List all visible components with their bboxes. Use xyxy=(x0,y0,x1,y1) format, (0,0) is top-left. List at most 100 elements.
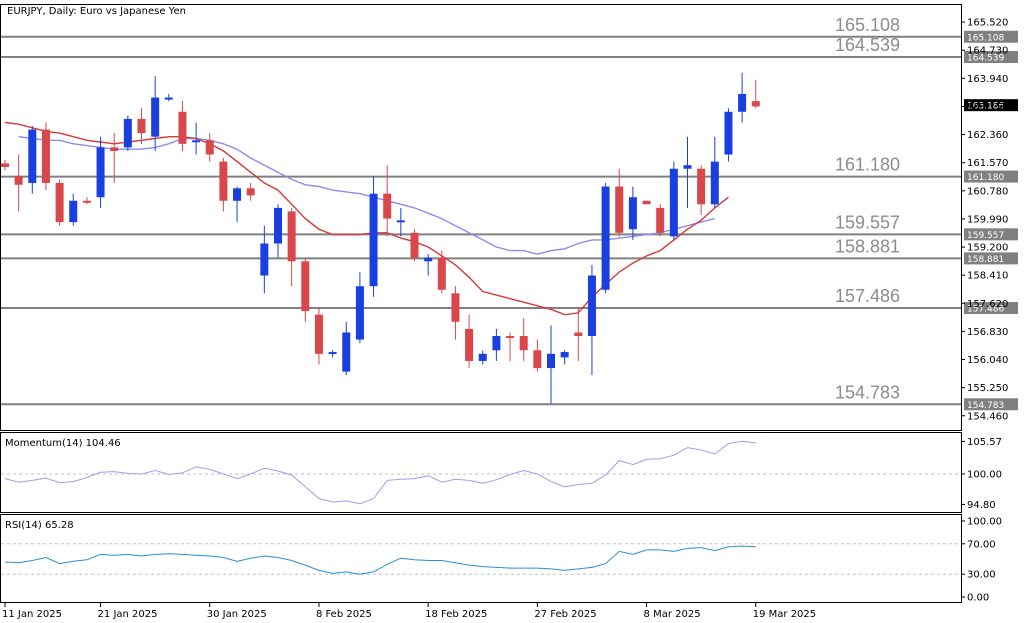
level-price-tag-text: 164.539 xyxy=(967,54,1004,64)
candle xyxy=(164,93,173,102)
level-price-tag xyxy=(964,51,1018,64)
candle xyxy=(1,159,9,171)
candle xyxy=(697,165,706,216)
candle xyxy=(574,307,583,361)
candle xyxy=(547,325,555,404)
level-price-tag-text: 157.486 xyxy=(967,305,1004,315)
candle-body xyxy=(424,257,433,262)
time-tick-label: 30 Jan 2025 xyxy=(207,609,267,620)
candle-body xyxy=(205,140,214,155)
candle-body xyxy=(314,314,323,354)
candle xyxy=(506,332,515,361)
level-price-tag xyxy=(964,170,1018,183)
level-label: 164.539 xyxy=(835,35,900,55)
candle-body xyxy=(560,352,569,358)
price-tick-label: 159.200 xyxy=(967,243,1008,254)
candle xyxy=(14,154,23,212)
candle-body xyxy=(14,175,23,185)
level-label: 165.108 xyxy=(835,15,900,35)
momentum-title: Momentum(14) 104.46 xyxy=(5,438,121,449)
candle xyxy=(260,225,269,294)
candle xyxy=(451,286,460,340)
level-price-tag-text: 154.783 xyxy=(967,401,1004,411)
candle xyxy=(205,133,214,162)
candle-body xyxy=(1,163,9,167)
candle xyxy=(233,186,242,223)
candle-body xyxy=(697,168,706,205)
momentum-indicator: 105.57 100.00 94.80 xyxy=(1,437,1002,511)
level-label: 158.881 xyxy=(835,236,900,256)
horizontal-levels: 165.108165.108164.539164.539161.180161.1… xyxy=(1,15,1018,411)
candle-body xyxy=(547,353,555,369)
candle-body xyxy=(274,207,282,244)
momentum-tick-label: 105.57 xyxy=(967,437,1002,448)
candle-body xyxy=(69,200,78,223)
candle-body xyxy=(642,200,651,205)
candle-body xyxy=(710,161,719,205)
candle-body xyxy=(451,293,460,322)
candle xyxy=(96,136,105,208)
rsi-indicator: 100.00 70.00 30.00 0.00 xyxy=(1,517,1002,604)
rsi-tick-label: 100.00 xyxy=(967,517,1002,528)
candle xyxy=(533,339,542,372)
candle-body xyxy=(465,328,474,361)
candle xyxy=(28,126,37,194)
candle xyxy=(560,350,569,365)
candle xyxy=(656,204,665,237)
candle-body xyxy=(55,182,64,223)
candle-body xyxy=(110,147,119,151)
candle xyxy=(110,133,119,183)
level-label: 157.486 xyxy=(835,286,900,306)
candle-body xyxy=(342,332,351,372)
level-label: 159.557 xyxy=(835,212,900,232)
candle-body xyxy=(328,352,337,355)
price-tick-label: 159.990 xyxy=(967,214,1008,225)
candle-body xyxy=(192,140,201,143)
candle xyxy=(751,79,760,109)
time-tick-label: 8 Feb 2025 xyxy=(316,609,372,620)
candle xyxy=(396,207,405,237)
candle-body xyxy=(533,350,542,369)
time-tick-label: 18 Feb 2025 xyxy=(425,609,487,620)
candle xyxy=(151,76,160,151)
price-tick-label: 163.150 xyxy=(967,102,1008,113)
candle xyxy=(82,197,91,205)
level-price-tag xyxy=(964,302,1018,315)
rsi-line xyxy=(4,545,756,575)
price-tick-label: 160.780 xyxy=(967,186,1008,197)
momentum-tick-label: 100.00 xyxy=(967,469,1002,480)
current-price-text: 163.186 xyxy=(967,102,1004,112)
rsi-tick-label: 0.00 xyxy=(967,593,989,604)
candle xyxy=(314,307,323,365)
candle xyxy=(123,115,132,151)
candle xyxy=(274,204,282,258)
candle xyxy=(137,108,146,144)
candle-body xyxy=(410,232,419,258)
candle xyxy=(287,207,296,287)
price-tick-label: 155.250 xyxy=(967,383,1008,394)
candle xyxy=(587,264,596,376)
price-panel-frame xyxy=(0,4,962,431)
candle-body xyxy=(437,257,446,290)
candle xyxy=(383,165,392,237)
candle-body xyxy=(151,97,160,137)
candle-body xyxy=(396,220,405,223)
candle-body xyxy=(683,165,692,169)
candle-body xyxy=(615,186,624,233)
price-tick-label: 161.570 xyxy=(967,158,1008,169)
level-label: 154.783 xyxy=(835,382,900,402)
candle xyxy=(478,350,487,365)
candle-body xyxy=(519,336,528,351)
level-price-tag-text: 158.881 xyxy=(967,255,1004,265)
candle-body xyxy=(574,332,583,337)
candle xyxy=(628,186,637,240)
candle-body xyxy=(82,200,91,203)
candle-body xyxy=(28,129,37,183)
candle xyxy=(669,161,678,240)
momentum-line xyxy=(4,440,756,505)
candle-body xyxy=(178,111,187,144)
candle xyxy=(492,328,501,361)
price-tick-label: 157.620 xyxy=(967,299,1008,310)
